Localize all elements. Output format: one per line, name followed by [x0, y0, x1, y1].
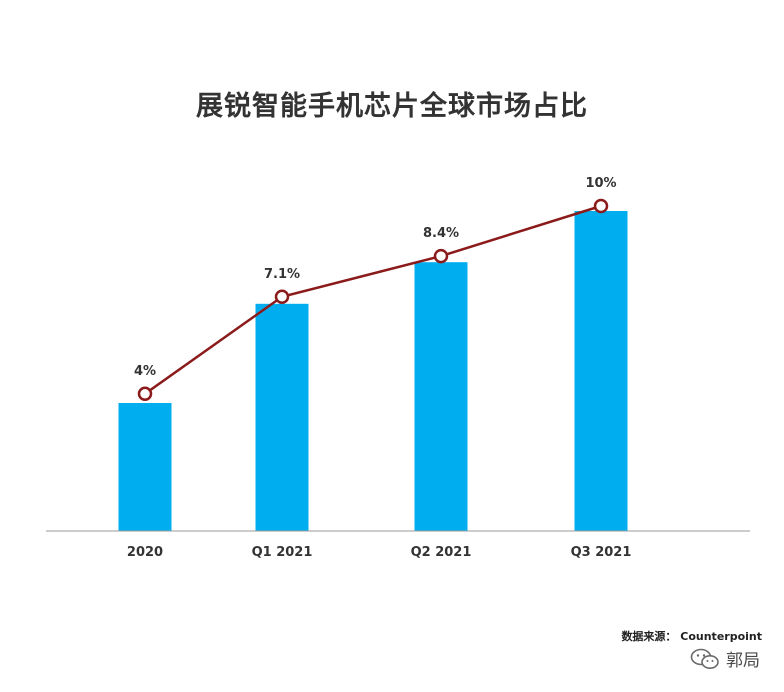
data-label-0: 4%: [134, 364, 156, 379]
x-tick-label-3: Q3 2021: [571, 545, 632, 560]
x-tick-label-0: 2020: [127, 545, 163, 560]
line-point-3: [593, 198, 609, 214]
source-note: 数据来源： Counterpoint: [621, 630, 762, 643]
bar-3: [574, 211, 628, 531]
labels-layer: 4% 7.1% 8.4% 10%: [134, 176, 617, 379]
chart-title: 展锐智能手机芯片全球市场占比: [196, 91, 588, 122]
line-layer: [137, 198, 609, 402]
share-line: [144, 204, 602, 395]
x-tick-label-1: Q1 2021: [252, 545, 313, 560]
line-point-0: [137, 386, 153, 402]
bar-0: [118, 403, 172, 531]
bar-2: [414, 262, 468, 531]
watermark: 郭局: [690, 646, 760, 671]
data-label-3: 10%: [585, 176, 616, 191]
wechat-icon: [690, 648, 719, 669]
bars-layer: [118, 211, 628, 531]
bar-1: [255, 303, 309, 531]
watermark-text: 郭局: [726, 651, 760, 671]
ticks-layer: 2020 Q1 2021 Q2 2021 Q3 2021: [127, 545, 632, 560]
data-label-1: 7.1%: [264, 267, 300, 282]
x-tick-label-2: Q2 2021: [411, 545, 472, 560]
line-point-2: [433, 248, 449, 264]
data-label-2: 8.4%: [423, 226, 459, 241]
line-point-1: [274, 289, 290, 305]
